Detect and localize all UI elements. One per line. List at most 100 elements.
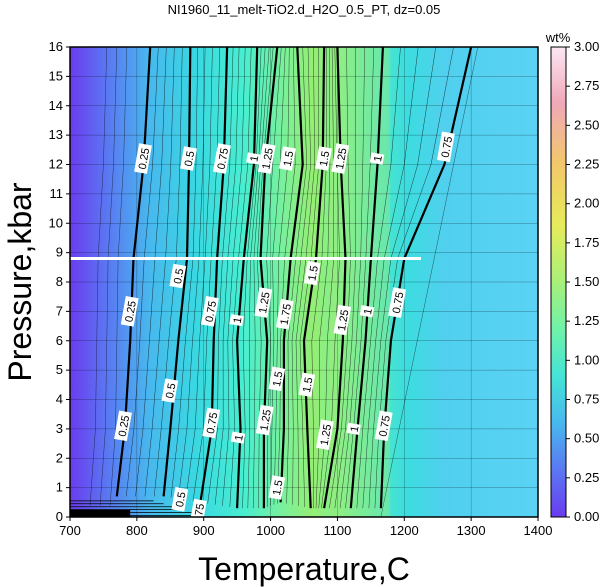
contour-label-text: 0.25	[137, 147, 153, 170]
contour-label: 1.5	[279, 146, 296, 171]
contour-label-bg	[161, 378, 179, 403]
contour-minor	[207, 47, 234, 504]
contour-label-text: 0.5	[174, 491, 188, 508]
contour-minor	[356, 47, 401, 509]
contour-line	[302, 47, 326, 509]
contour-label-bg	[120, 296, 139, 327]
colorbar: wt% 0.00 0.25 0.50 0.75 1.00 1.25 1.50 1.75 2.00…	[545, 30, 600, 524]
x-tick-label: 700	[59, 523, 81, 538]
contour-minor	[345, 47, 375, 509]
contour-label: 0.75	[189, 498, 208, 526]
colorbar-tick-label: 2.75	[574, 78, 599, 93]
contour-label-bg	[169, 263, 187, 289]
contour-minor	[252, 47, 270, 509]
contour-label: 1	[229, 313, 245, 327]
contour-label-text: 0.75	[216, 147, 232, 170]
contour-minor	[247, 47, 266, 509]
contour-label: 1	[230, 431, 246, 444]
x-tick-label: 900	[193, 523, 215, 538]
colorbar-tick-label: 2.25	[574, 157, 599, 172]
contour-label-text: 1	[248, 155, 261, 163]
contour-label: 1.5	[268, 475, 286, 500]
contour-minor	[334, 47, 356, 509]
contour-minor	[286, 47, 307, 504]
contour-minor	[362, 47, 419, 509]
colorbar-tick-label: 2.50	[574, 117, 599, 132]
contour-label-text: 1.5	[271, 479, 285, 496]
colorbar-tick-label: 0.75	[574, 392, 599, 407]
contour-label-text: 0.5	[172, 268, 186, 285]
contour-minor	[178, 47, 206, 499]
contour-label-bg	[275, 298, 294, 330]
contour-minor	[170, 47, 198, 498]
contour-label-text: 1	[372, 155, 385, 163]
plot-area: 0.25 0.5 0.75 1 1.25 1.5 1.5 1.25 10.750.250.50.…	[70, 47, 538, 526]
contour-label-bg	[298, 372, 316, 397]
contour-label-text: 0.75	[192, 503, 208, 526]
y-tick-label: 8	[56, 274, 63, 289]
colorbar-tick-label: 0.00	[574, 509, 599, 524]
contour-label-bg	[114, 410, 132, 442]
contour-label-bg	[246, 152, 261, 165]
contour-minor	[295, 47, 315, 506]
contour-label-bg	[201, 296, 219, 327]
contour-label-text: 0.25	[123, 300, 139, 323]
contour-minor	[311, 47, 327, 509]
contour-label: 0.75	[437, 131, 455, 163]
contour-label: 0.75	[213, 143, 232, 174]
colorbar-tick-label: 1.25	[574, 313, 599, 328]
contour-label: 1.25	[331, 143, 350, 174]
contour-label-bg	[316, 419, 334, 451]
contour-label: 1	[246, 152, 261, 165]
contour-label-text: 1.25	[257, 291, 273, 314]
contour-label-text: 1.5	[306, 265, 320, 282]
contour-label: 1.75	[275, 298, 295, 330]
contour-label: 1.5	[298, 372, 316, 397]
contour-minor	[270, 47, 286, 506]
contour-label-bg	[279, 146, 296, 171]
contour-label: 0.25	[114, 410, 132, 442]
contour-line	[279, 47, 304, 503]
contour-label-bg	[257, 143, 276, 174]
contour-label-bg	[303, 260, 321, 286]
contour-label: 0.5	[161, 378, 179, 403]
y-tick-label: 13	[49, 127, 63, 142]
contour-label-text: 1.5	[301, 376, 315, 393]
x-tick-label: 1300	[457, 523, 486, 538]
contour-label-bg	[171, 487, 189, 512]
contour-label-bg	[230, 431, 246, 444]
contour-label-bg	[180, 146, 197, 171]
contour-label-text: 1	[233, 434, 246, 442]
contour-label-bg	[268, 475, 286, 500]
contour-minor	[339, 47, 365, 509]
y-tick-label: 12	[49, 157, 63, 172]
contour-label-text: 1.75	[279, 303, 295, 326]
x-tick-label: 1400	[524, 523, 553, 538]
contour-label: 1.25	[333, 304, 352, 336]
contour-label-text: 1	[362, 308, 375, 316]
contour-label-bg	[369, 152, 385, 165]
contour-minor	[135, 47, 167, 497]
y-tick-label: 1	[56, 480, 63, 495]
contour-label-bg	[331, 143, 350, 174]
contour-label: 0.75	[202, 407, 221, 439]
x-tick-label: 1100	[323, 523, 351, 538]
y-tick-label: 7	[56, 303, 63, 318]
y-tick-label: 16	[49, 39, 63, 54]
contour-label: 0.5	[171, 487, 189, 512]
contour-minor	[242, 47, 262, 509]
contour-line	[162, 47, 192, 497]
contour-minor	[214, 47, 240, 505]
colorbar-tick-label: 2.00	[574, 196, 599, 211]
contour-label-bg	[346, 422, 361, 435]
y-tick-label: 5	[56, 362, 63, 377]
contour-label-bg	[388, 287, 407, 318]
contour-minor	[144, 47, 175, 497]
y-tick-label: 14	[49, 98, 63, 113]
contour-minor	[299, 47, 319, 508]
contour-label-bg	[229, 313, 244, 327]
contour-label-text: 1.25	[260, 147, 276, 170]
contour-label-text: 0.75	[205, 412, 221, 435]
x-tick-label: 800	[126, 523, 148, 538]
